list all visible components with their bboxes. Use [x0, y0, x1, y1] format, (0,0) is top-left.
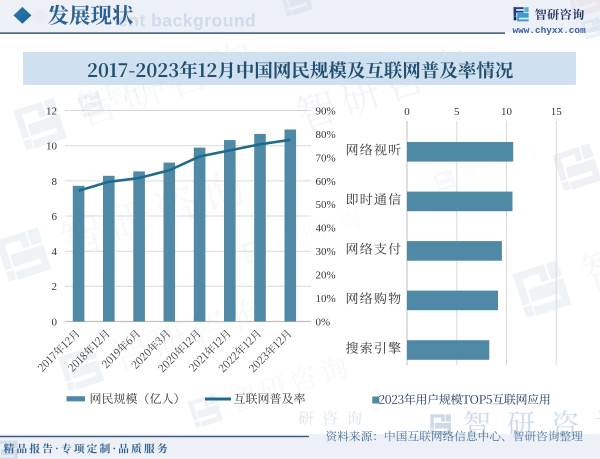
svg-text:12: 12: [46, 105, 57, 117]
svg-text:90%: 90%: [316, 105, 336, 117]
svg-text:2: 2: [52, 281, 58, 293]
svg-text:50%: 50%: [316, 199, 336, 211]
svg-text:15: 15: [551, 106, 563, 118]
svg-text:10: 10: [46, 141, 58, 153]
svg-text:10%: 10%: [316, 293, 336, 305]
svg-text:40%: 40%: [316, 223, 336, 235]
svg-text:10: 10: [501, 106, 513, 118]
svg-text:80%: 80%: [316, 129, 336, 141]
svg-text:30%: 30%: [316, 246, 336, 258]
svg-text:20%: 20%: [316, 270, 336, 282]
svg-text:5: 5: [454, 106, 460, 118]
svg-text:8: 8: [52, 176, 58, 188]
svg-text:www.chyxx.com: www.chyxx.com: [513, 25, 587, 36]
svg-text:0: 0: [52, 316, 58, 328]
svg-text:60%: 60%: [316, 176, 336, 188]
svg-text:6: 6: [52, 211, 58, 223]
svg-text:0: 0: [404, 106, 410, 118]
svg-text:70%: 70%: [316, 152, 336, 164]
svg-text:ent background: ent background: [118, 11, 256, 31]
svg-text:4: 4: [52, 246, 58, 258]
svg-text:0%: 0%: [316, 316, 331, 328]
